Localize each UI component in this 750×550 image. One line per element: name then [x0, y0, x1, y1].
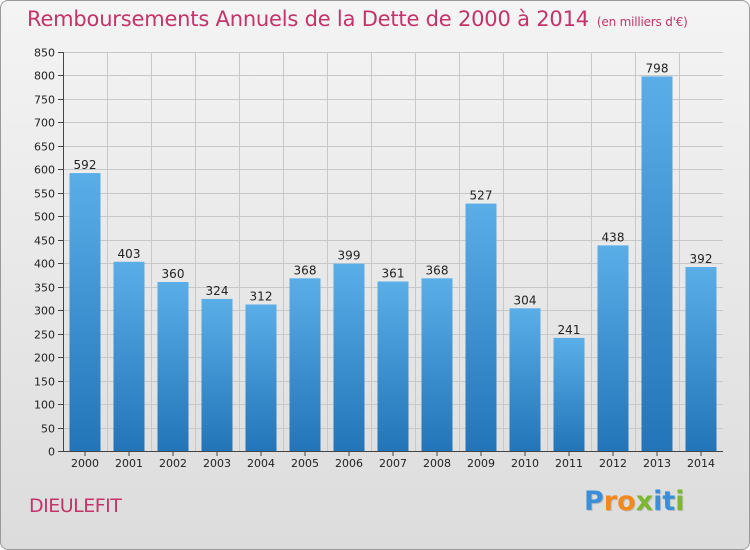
y-tick-label: 300: [34, 305, 55, 318]
y-tick-label: 0: [48, 446, 55, 459]
x-tick-label: 2007: [379, 457, 407, 470]
bar-value-label: 324: [206, 284, 229, 298]
bar-value-label: 438: [602, 230, 625, 244]
chart-title: Remboursements Annuels de la Dette de 20…: [27, 7, 688, 31]
bar-2000: [69, 173, 101, 451]
bar-2012: [597, 245, 629, 451]
x-tick-label: 2006: [335, 457, 363, 470]
bar-value-label: 403: [118, 247, 141, 261]
y-tick-label: 150: [34, 376, 55, 389]
x-tick-label: 2013: [643, 457, 671, 470]
y-tick-label: 850: [34, 47, 55, 60]
logo-letter: i: [675, 486, 685, 517]
bar-value-label: 304: [514, 293, 537, 307]
x-tick-label: 2005: [291, 457, 319, 470]
bar-2002: [157, 282, 189, 451]
bar-value-label: 592: [74, 158, 97, 172]
bar-2008: [421, 278, 453, 451]
bar-value-label: 527: [470, 189, 493, 203]
y-tick-label: 750: [34, 94, 55, 107]
x-tick-label: 2014: [687, 457, 715, 470]
x-tick-label: 2011: [555, 457, 583, 470]
y-tick-label: 550: [34, 188, 55, 201]
y-tick-label: 800: [34, 70, 55, 83]
bar-2013: [641, 76, 673, 452]
bar-value-label: 360: [162, 267, 185, 281]
chart-subtitle: (en milliers d'€): [596, 15, 688, 29]
bar-2003: [201, 298, 233, 451]
bar-value-label: 368: [294, 263, 317, 277]
bar-2005: [289, 278, 321, 451]
y-tick-label: 100: [34, 399, 55, 412]
chart-title-text: Remboursements Annuels de la Dette de 20…: [27, 7, 589, 31]
bar-value-label: 312: [250, 290, 273, 304]
logo-letter: o: [617, 486, 636, 517]
bar-2014: [685, 267, 717, 451]
bar-value-label: 399: [338, 249, 361, 263]
bar-value-label: 368: [426, 263, 449, 277]
x-tick-label: 2012: [599, 457, 627, 470]
y-tick-label: 650: [34, 141, 55, 154]
bar-2011: [553, 337, 585, 451]
x-tick-label: 2004: [247, 457, 275, 470]
y-tick-label: 400: [34, 258, 55, 271]
y-tick-label: 450: [34, 235, 55, 248]
y-tick-label: 250: [34, 329, 55, 342]
y-tick-label: 50: [41, 423, 55, 436]
x-tick-label: 2002: [159, 457, 187, 470]
x-tick-label: 2008: [423, 457, 451, 470]
logo-letter: i: [653, 486, 663, 517]
y-tick-label: 350: [34, 282, 55, 295]
x-tick-label: 2009: [467, 457, 495, 470]
bar-2010: [509, 308, 541, 451]
proxiti-logo: Proxiti: [584, 486, 685, 517]
logo-letter: r: [603, 486, 618, 517]
x-tick-label: 2000: [71, 457, 99, 470]
bar-value-label: 241: [558, 323, 581, 337]
bar-2007: [377, 281, 409, 451]
bar-value-label: 798: [646, 61, 669, 75]
y-tick-label: 200: [34, 352, 55, 365]
y-tick-label: 700: [34, 117, 55, 130]
bar-2009: [465, 203, 497, 451]
bar-value-label: 361: [382, 267, 405, 281]
x-tick-label: 2003: [203, 457, 231, 470]
bar-value-label: 392: [690, 252, 713, 266]
x-tick-label: 2001: [115, 457, 143, 470]
logo-letter: t: [662, 486, 676, 517]
bar-2001: [113, 261, 145, 451]
bar-2006: [333, 263, 365, 451]
place-name: DIEULEFIT: [29, 495, 122, 517]
y-tick-label: 500: [34, 211, 55, 224]
x-tick-label: 2010: [511, 457, 539, 470]
logo-letter: x: [635, 486, 654, 517]
bar-2004: [245, 304, 277, 451]
y-tick-label: 600: [34, 164, 55, 177]
logo-letter: P: [584, 486, 604, 517]
